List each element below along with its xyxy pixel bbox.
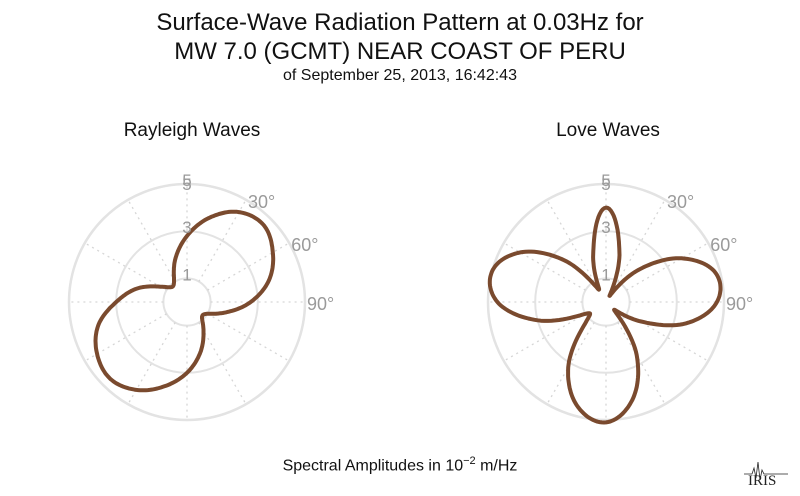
- love-grid-spoke: [617, 199, 666, 282]
- footer-units: Spectral Amplitudes in 10−2 m/Hz: [0, 455, 800, 475]
- love-grid-spoke: [626, 242, 709, 291]
- footer-unit: m/Hz: [475, 457, 518, 475]
- love-grid-spoke: [503, 313, 586, 362]
- love-radial-max-label: 5: [601, 175, 610, 194]
- love-radial-tick-label: 1: [601, 265, 610, 284]
- love-grid-circle: [487, 183, 725, 421]
- love-angle-label: 30°: [667, 192, 694, 212]
- rayleigh-radiation-curve: [93, 209, 276, 393]
- rayleigh-radial-tick-label: 5: [182, 171, 191, 190]
- rayleigh-grid-circle: [68, 183, 306, 421]
- rayleigh-angle-label: 90°: [307, 294, 334, 314]
- logo-text: IRIS: [748, 473, 776, 488]
- love-radial-tick-label: 3: [601, 218, 610, 237]
- love-angle-label: 60°: [710, 235, 737, 255]
- chart-title-line-1: Surface-Wave Radiation Pattern at 0.03Hz…: [156, 9, 644, 36]
- love-grid-spoke: [617, 322, 666, 405]
- iris-logo-mark: IRIS: [744, 461, 788, 489]
- footer-exponent: −2: [463, 455, 476, 467]
- rayleigh-radial-tick-label: 1: [182, 265, 191, 284]
- rayleigh-grid-spoke: [127, 199, 176, 282]
- love-panel-title: Love Waves: [556, 120, 660, 141]
- title-block: Surface-Wave Radiation Pattern at 0.03Hz…: [0, 8, 800, 86]
- footer-base: 10: [445, 457, 464, 475]
- rayleigh-angle-label: 30°: [248, 192, 275, 212]
- iris-logo: IRIS: [742, 448, 790, 489]
- rayleigh-radial-tick-label: 3: [182, 218, 191, 237]
- rayleigh-panel-title: Rayleigh Waves: [123, 120, 261, 141]
- rayleigh-angle-label: 60°: [291, 235, 318, 255]
- love-angle-label: 90°: [726, 294, 753, 314]
- rayleigh-grid-spoke: [198, 322, 247, 405]
- chart-title-line-2: MW 7.0 (GCMT) NEAR COAST OF PERU: [174, 38, 626, 65]
- love-grid-spoke: [626, 313, 709, 362]
- footer-prefix: Spectral Amplitudes in: [282, 457, 446, 475]
- rayleigh-grid-spoke: [207, 242, 290, 291]
- rayleigh-grid-spoke: [207, 313, 290, 362]
- love-grid-spoke: [546, 322, 595, 405]
- love-grid-spoke: [503, 242, 586, 291]
- seismogram-trace: [744, 461, 788, 481]
- love-radial-tick-label: 5: [601, 171, 610, 190]
- love-radiation-curve: [487, 205, 723, 425]
- rayleigh-grid-spoke: [84, 242, 167, 291]
- rayleigh-radial-max-label: 5: [182, 175, 191, 194]
- love-grid-spoke: [546, 199, 595, 282]
- chart-subtitle: of September 25, 2013, 16:42:43: [283, 67, 517, 84]
- love-grid-circle: [534, 230, 678, 374]
